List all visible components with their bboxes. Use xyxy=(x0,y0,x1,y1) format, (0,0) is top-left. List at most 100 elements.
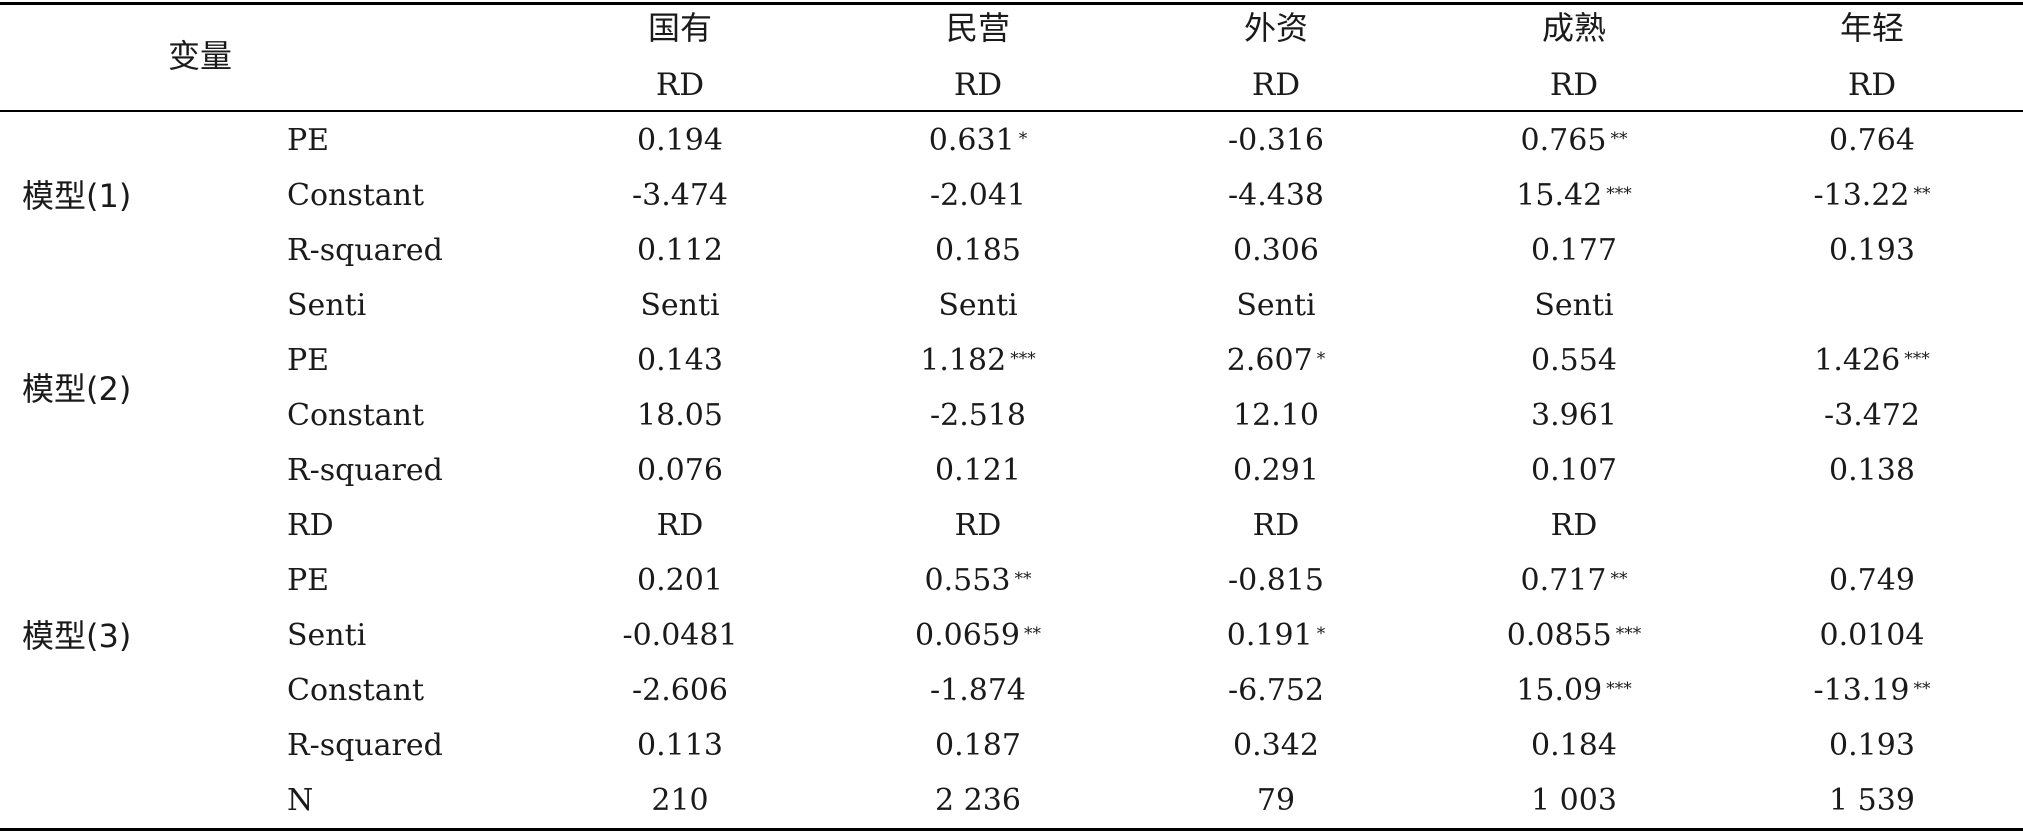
coef-cell: Senti xyxy=(1236,288,1315,324)
significance-stars: * xyxy=(1018,129,1028,149)
coef-value: 0.631 xyxy=(928,123,1015,158)
coef-cell: -0.0481 xyxy=(622,618,737,654)
coef-value: 0.0104 xyxy=(1819,618,1925,653)
coef-cell: 0.765 ** xyxy=(1521,123,1628,159)
coef-cell: -4.438 xyxy=(1228,178,1324,214)
group-header: 国有 xyxy=(647,9,713,47)
significance-stars: ** xyxy=(1610,129,1628,149)
coef-value: Senti xyxy=(1236,288,1316,323)
variable-name: PE xyxy=(287,563,330,598)
coef-value: 0.138 xyxy=(1829,453,1915,488)
coef-cell: 15.42 *** xyxy=(1516,178,1631,214)
coef-value: 0.201 xyxy=(637,563,723,598)
variable-header: 变量 xyxy=(167,37,233,75)
significance-stars: ** xyxy=(1014,569,1032,589)
coef-value: 0.749 xyxy=(1829,563,1915,598)
coef-cell: 0.193 xyxy=(1829,233,1915,269)
coef-cell: 0.193 xyxy=(1829,728,1915,764)
coef-cell: 15.09 *** xyxy=(1516,673,1631,709)
coef-value: -1.874 xyxy=(929,673,1027,708)
variable-name: Senti xyxy=(287,288,367,323)
coef-cell: 12.10 xyxy=(1233,398,1319,434)
variable-name: Senti xyxy=(287,618,367,653)
coef-value: 0.342 xyxy=(1233,728,1319,763)
coef-cell: RD xyxy=(955,508,1002,544)
coef-cell: -6.752 xyxy=(1228,673,1324,709)
coef-value: 3.961 xyxy=(1531,398,1617,433)
coef-value: 0.0659 xyxy=(915,618,1020,653)
coef-value: 15.09 xyxy=(1516,673,1603,708)
dep-var-header: RD xyxy=(655,67,705,103)
coef-cell: -0.815 xyxy=(1228,563,1324,599)
coef-value: -2.606 xyxy=(631,673,729,708)
significance-stars: * xyxy=(1316,624,1326,644)
coef-value: RD xyxy=(954,508,1002,543)
dep-var-header: RD xyxy=(953,67,1003,103)
coef-value: -2.518 xyxy=(929,398,1027,433)
significance-stars: ** xyxy=(1610,569,1628,589)
n-cell: 2 236 xyxy=(935,783,1021,818)
coef-cell: 0.177 xyxy=(1531,233,1617,269)
coef-cell: -2.518 xyxy=(930,398,1026,434)
variable-name: N xyxy=(287,783,314,818)
significance-stars: ** xyxy=(1913,679,1931,699)
coef-value: 0.765 xyxy=(1520,123,1607,158)
significance-stars: *** xyxy=(1606,184,1632,204)
coef-cell: -3.474 xyxy=(632,178,728,214)
coef-cell: 0.631 * xyxy=(929,123,1027,159)
coef-cell: -2.606 xyxy=(632,673,728,709)
coef-cell: 0.076 xyxy=(637,453,723,489)
coef-cell: 0.107 xyxy=(1531,453,1617,489)
coef-cell: RD xyxy=(657,508,704,544)
variable-name: Constant xyxy=(287,673,425,708)
variable-name: PE xyxy=(287,123,330,158)
coef-cell: -13.22 ** xyxy=(1813,178,1930,214)
significance-stars: *** xyxy=(1606,679,1632,699)
coef-cell: 1.182 *** xyxy=(920,343,1035,379)
variable-name: R-squared xyxy=(287,233,443,268)
coef-cell: 0.185 xyxy=(935,233,1021,269)
coef-cell: Senti xyxy=(640,288,719,324)
coef-value: -6.752 xyxy=(1227,673,1325,708)
coef-value: -0.815 xyxy=(1227,563,1325,598)
coef-cell: RD xyxy=(1253,508,1300,544)
coef-value: 0.291 xyxy=(1233,453,1319,488)
dep-var-header: RD xyxy=(1847,67,1897,103)
coef-cell: 0.554 xyxy=(1531,343,1617,379)
variable-name: Constant xyxy=(287,178,425,213)
n-cell: 210 xyxy=(651,783,709,818)
model-label: 模型(2) xyxy=(22,369,132,408)
coef-value: -0.0481 xyxy=(622,618,738,653)
coef-cell: 0.113 xyxy=(637,728,723,764)
model-label: 模型(3) xyxy=(22,617,132,655)
coef-cell: 0.749 xyxy=(1829,563,1915,599)
coef-cell: 0.717 ** xyxy=(1521,563,1628,599)
coef-value: 15.42 xyxy=(1516,178,1603,213)
significance-stars: * xyxy=(1316,349,1326,369)
coef-cell: 0.184 xyxy=(1531,728,1617,764)
coef-cell: 0.194 xyxy=(637,123,723,159)
coef-cell: -2.041 xyxy=(930,178,1026,214)
coef-cell: Senti xyxy=(938,288,1017,324)
coef-cell: 0.201 xyxy=(637,563,723,599)
coef-cell: 0.138 xyxy=(1829,453,1915,489)
group-header: 成熟 xyxy=(1541,9,1607,47)
coef-value: -3.472 xyxy=(1823,398,1921,433)
dep-var-header: RD xyxy=(1251,67,1301,103)
coef-value: -2.041 xyxy=(929,178,1027,213)
coef-cell: 0.764 xyxy=(1829,123,1915,159)
coef-value: 0.553 xyxy=(924,563,1011,598)
coef-value: 0.121 xyxy=(935,453,1021,488)
coef-value: 0.187 xyxy=(935,728,1021,763)
coef-value: 18.05 xyxy=(637,398,723,433)
significance-stars: *** xyxy=(1010,349,1036,369)
coef-value: RD xyxy=(1252,508,1300,543)
group-header: 年轻 xyxy=(1839,9,1905,47)
coef-value: 0.194 xyxy=(637,123,723,158)
coef-value: 12.10 xyxy=(1233,398,1319,433)
coef-cell: 0.306 xyxy=(1233,233,1319,269)
top-rule xyxy=(0,2,2023,5)
coef-value: 0.191 xyxy=(1226,618,1313,653)
coef-cell: 0.0855 *** xyxy=(1507,618,1641,654)
coef-value: 0.554 xyxy=(1531,343,1617,378)
